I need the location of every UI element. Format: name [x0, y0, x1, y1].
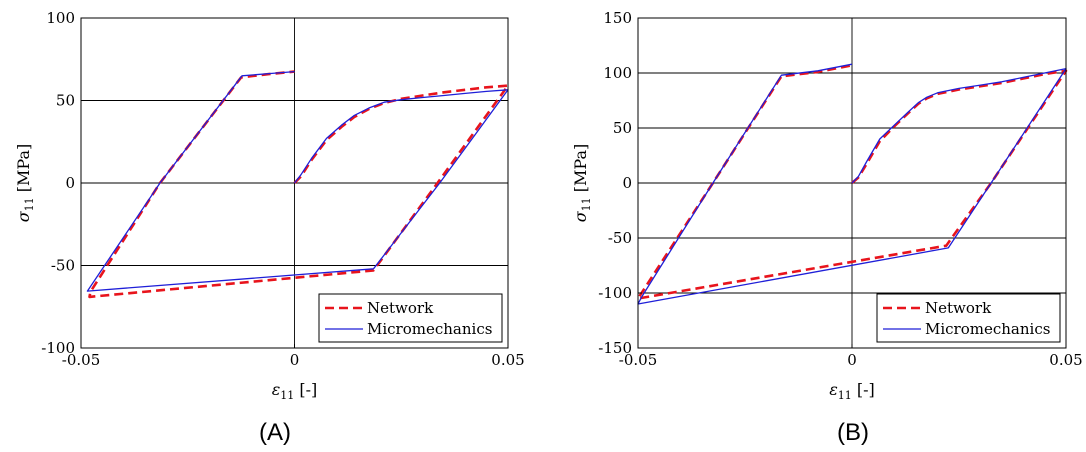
- y-axis-label-unit: [MPa]: [14, 144, 33, 192]
- legend-entry-micromechanics: Micromechanics: [925, 320, 1050, 338]
- y-tick-label: -100: [41, 339, 75, 357]
- x-axis-label-symbol: ε: [829, 380, 838, 399]
- series-line-network: [88, 70, 510, 299]
- x-tick-label: 0: [290, 351, 300, 369]
- x-axis-label-sub: 11: [280, 389, 294, 402]
- y-axis-label-sub: 11: [580, 197, 593, 211]
- series-line-network: [636, 64, 1068, 300]
- y-tick-label: -100: [598, 284, 632, 302]
- y-tick-label: -50: [608, 229, 632, 247]
- y-tick-label: 0: [622, 174, 632, 192]
- panel-label: (A): [259, 419, 291, 446]
- y-axis-label-unit: [MPa]: [571, 144, 590, 192]
- y-tick-label: 100: [46, 9, 75, 27]
- legend-box: [876, 293, 1061, 343]
- y-tick-label: -150: [598, 339, 632, 357]
- legend-entry-micromechanics: Micromechanics: [367, 320, 492, 338]
- y-tick-label: -50: [51, 257, 75, 275]
- y-tick-label: 150: [603, 9, 632, 27]
- x-axis-label-sub: 11: [838, 389, 852, 402]
- y-tick-label: 50: [613, 119, 632, 137]
- series-line-micromechanics: [86, 70, 509, 292]
- legend-entry-network: Network: [925, 299, 992, 317]
- y-tick-label: 100: [603, 64, 632, 82]
- legend-entry-network: Network: [367, 299, 434, 317]
- x-tick-label: 0: [847, 351, 857, 369]
- y-axis-label-symbol: σ: [14, 210, 33, 222]
- x-tick-label: 0.05: [1049, 351, 1082, 369]
- y-tick-label: 50: [56, 92, 75, 110]
- x-axis-label-symbol: ε: [272, 380, 281, 399]
- y-tick-label: 0: [65, 174, 75, 192]
- y-axis-label-symbol: σ: [571, 210, 590, 222]
- x-tick-label: -0.05: [62, 351, 100, 369]
- x-axis-label-unit: [-]: [857, 380, 875, 399]
- y-axis-label: σ11 [MPa]: [571, 144, 593, 222]
- x-axis-label: ε11 [-]: [829, 380, 875, 402]
- panel-label: (B): [837, 419, 869, 446]
- series-line-micromechanics: [637, 63, 1067, 305]
- y-axis-label: σ11 [MPa]: [14, 144, 36, 222]
- legend-box: [318, 293, 503, 343]
- y-axis-label-sub: 11: [23, 197, 36, 211]
- x-tick-label: 0.05: [491, 351, 524, 369]
- x-axis-label-unit: [-]: [299, 380, 317, 399]
- legend: Network Micromechanics: [876, 293, 1061, 343]
- x-tick-label: -0.05: [619, 351, 657, 369]
- x-axis-label: ε11 [-]: [272, 380, 318, 402]
- legend: Network Micromechanics: [318, 293, 503, 343]
